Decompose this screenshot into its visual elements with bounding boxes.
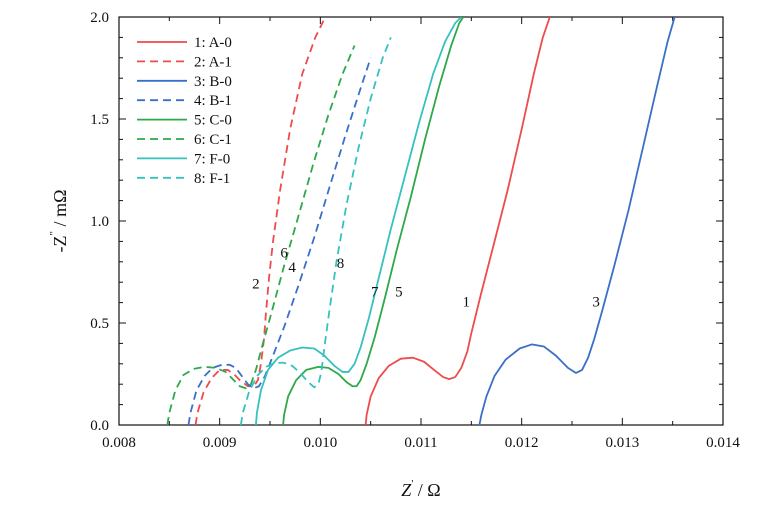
curve-label-7: 7	[371, 284, 379, 300]
x-axis-label-unit: / Ω	[413, 480, 440, 500]
y-tick-label: 1.5	[90, 112, 109, 128]
legend-label-3: 3: B-0	[194, 74, 232, 90]
legend-label-7: 7: F-0	[194, 151, 230, 167]
x-axis-label: Z' / Ω	[401, 478, 440, 500]
x-tick-label: 0.011	[404, 435, 437, 451]
series-line-3	[478, 17, 676, 425]
series-line-2	[194, 17, 327, 425]
y-axis-label-unit: / mΩ	[50, 190, 70, 231]
legend-label-2: 2: A-1	[194, 54, 232, 70]
series-line-7	[255, 17, 462, 425]
series-line-6	[166, 45, 356, 425]
x-tick-label: 0.013	[605, 435, 639, 451]
x-axis-label-main: Z	[401, 480, 412, 500]
series-layer	[166, 17, 676, 425]
x-tick-label: 0.010	[303, 435, 337, 451]
x-tick-label: 0.014	[706, 435, 740, 451]
x-axis-label-sup: '	[411, 478, 413, 490]
y-tick-label: 1.0	[90, 214, 109, 230]
curve-label-8: 8	[337, 256, 345, 272]
series-line-5	[282, 17, 465, 425]
y-tick-label: 0.0	[90, 418, 109, 434]
curve-label-2: 2	[252, 276, 260, 292]
series-line-8	[239, 37, 392, 425]
legend-label-5: 5: C-0	[194, 113, 232, 129]
curve-label-3: 3	[592, 295, 600, 311]
legend-label-1: 1: A-0	[194, 35, 232, 51]
series-line-4	[187, 57, 372, 425]
y-axis-label-main: -Z	[50, 235, 70, 252]
y-axis-label: -Z" / mΩ	[48, 190, 70, 253]
x-tick-label: 0.008	[102, 435, 136, 451]
y-tick-label: 0.5	[90, 316, 109, 332]
legend-label-6: 6: C-1	[194, 132, 232, 148]
y-axis-label-sup: "	[48, 231, 60, 236]
tick-labels: 0.008 0.009 0.010 0.011 0.012 0.013 0.014 0.0 0.…	[90, 10, 740, 451]
x-tick-label: 0.009	[203, 435, 237, 451]
legend-label-8: 8: F-1	[194, 171, 230, 187]
y-tick-label: 2.0	[90, 10, 109, 26]
curve-label-4: 4	[288, 260, 296, 276]
legend-label-4: 4: B-1	[194, 93, 232, 109]
x-tick-label: 0.012	[505, 435, 539, 451]
legend: 1: A-0 2: A-1 3: B-0 4: B-1 5: C-0 6: C-1 7: F…	[137, 35, 232, 187]
series-line-1	[364, 17, 551, 425]
curve-label-6: 6	[280, 246, 288, 262]
curve-labels: 1 2 3 4 5 6 7 8	[252, 246, 600, 311]
axis-ticks	[118, 16, 724, 426]
curve-label-1: 1	[463, 295, 471, 311]
curve-label-5: 5	[395, 284, 403, 300]
